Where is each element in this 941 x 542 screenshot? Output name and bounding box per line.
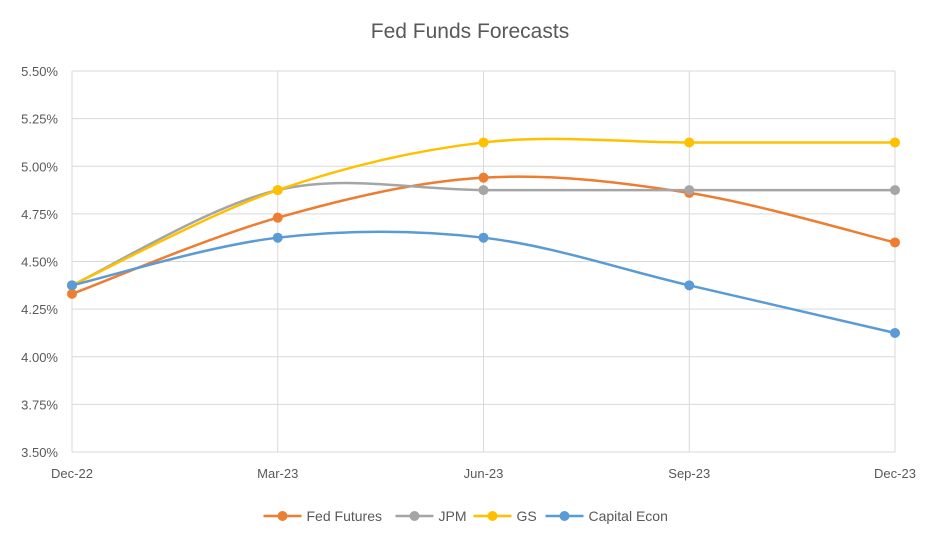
data-point — [272, 185, 283, 196]
series-capital-econ — [67, 230, 900, 338]
x-tick-label: Sep-23 — [668, 466, 710, 481]
x-tick-label: Dec-22 — [51, 466, 93, 481]
legend-label: Fed Futures — [307, 508, 382, 524]
legend-label: JPM — [439, 508, 467, 524]
y-tick-label: 3.50% — [21, 445, 58, 460]
data-point — [478, 185, 489, 196]
data-point — [684, 280, 695, 291]
y-tick-label: 4.00% — [21, 350, 58, 365]
x-tick-label: Dec-23 — [874, 466, 916, 481]
data-point — [67, 280, 77, 291]
y-tick-label: 5.25% — [21, 112, 58, 127]
y-tick-label: 3.75% — [21, 397, 58, 412]
legend-marker — [277, 511, 288, 521]
x-tick-label: Jun-23 — [464, 466, 504, 481]
data-point — [684, 137, 695, 148]
data-point — [890, 137, 900, 148]
data-point — [478, 172, 489, 183]
series-gs — [67, 137, 900, 291]
data-point — [272, 232, 283, 243]
legend-marker — [409, 511, 420, 521]
legend-item: JPM — [395, 508, 467, 524]
data-point — [684, 185, 695, 196]
y-tick-label: 5.50% — [21, 64, 58, 79]
data-point — [67, 288, 77, 299]
legend-label: Capital Econ — [589, 508, 668, 524]
legend-item: GS — [473, 508, 537, 524]
legend: Fed Futures JPM GS Capital Econ — [263, 508, 668, 524]
data-point — [272, 212, 283, 223]
data-point — [890, 185, 900, 196]
y-tick-label: 4.75% — [21, 207, 58, 222]
legend-marker — [559, 511, 570, 521]
legend-item: Capital Econ — [545, 508, 668, 524]
legend-item: Fed Futures — [263, 508, 382, 524]
data-point — [478, 232, 489, 243]
y-tick-label: 5.00% — [21, 159, 58, 174]
y-tick-label: 4.50% — [21, 255, 58, 270]
legend-marker — [487, 511, 498, 521]
x-axis-ticks: Dec-22 Mar-23 Jun-23 Sep-23 Dec-23 — [51, 466, 916, 481]
chart-title: Fed Funds Forecasts — [371, 20, 569, 43]
y-tick-label: 4.25% — [21, 302, 58, 317]
gridlines — [71, 70, 896, 453]
series-lines — [67, 137, 900, 338]
legend-label: GS — [517, 508, 537, 524]
data-point — [890, 327, 900, 338]
data-point — [890, 237, 900, 248]
data-point — [478, 137, 489, 148]
x-tick-label: Mar-23 — [257, 466, 298, 481]
y-axis-ticks: 3.50% 3.75% 4.00% 4.25% 4.50% 4.75% 5.00% 5.25%… — [21, 64, 58, 460]
